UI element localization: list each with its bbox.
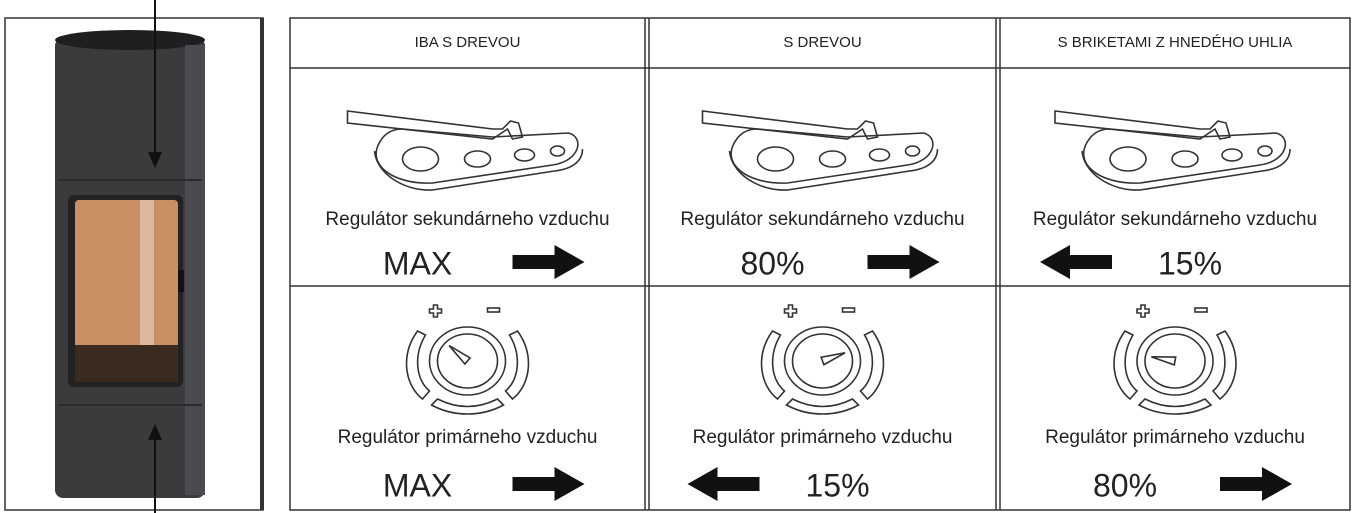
regulator-setting: MAX xyxy=(383,467,452,503)
dial-drawing xyxy=(405,304,530,415)
dial-arc xyxy=(504,329,530,401)
direction-arrow xyxy=(1040,245,1112,279)
settings-table: IBA S DREVOU Regulátor sekundárneho vzduc… xyxy=(289,17,1351,511)
firebox xyxy=(75,345,178,382)
direction-arrow xyxy=(1220,467,1292,501)
lever-drawing xyxy=(346,110,584,191)
column-header: IBA S DREVOU xyxy=(415,34,521,51)
plus-sign xyxy=(428,304,443,318)
dial-knob xyxy=(428,326,507,396)
direction-arrow xyxy=(512,245,585,279)
column-header: S DREVOU xyxy=(783,34,861,51)
lever-bar xyxy=(1054,110,1232,140)
lever-hole xyxy=(1221,148,1243,162)
lever-plate-edge xyxy=(728,148,939,191)
table-frame xyxy=(289,17,1351,511)
glass-reflection xyxy=(140,200,154,382)
lever-plate xyxy=(730,128,934,184)
stove-top xyxy=(55,30,205,50)
regulator-label: Regulátor sekundárneho vzduchu xyxy=(1033,209,1317,230)
lever-plate xyxy=(1083,128,1286,184)
stove-door-edge xyxy=(185,45,205,495)
dial-arc xyxy=(430,398,505,415)
lever-hole xyxy=(401,146,440,172)
lever-hole xyxy=(1257,145,1273,157)
plus-sign xyxy=(783,304,798,318)
lever-plate xyxy=(375,128,579,184)
lever-hole xyxy=(818,150,847,168)
dial-arc xyxy=(785,398,860,415)
dial-drawing xyxy=(1113,304,1237,415)
regulator-setting: 80% xyxy=(1093,467,1157,503)
plus-sign xyxy=(1136,304,1150,318)
lever-bar xyxy=(346,110,524,140)
dial-needle xyxy=(448,344,472,366)
regulator-label: Regulátor sekundárneho vzduchu xyxy=(325,209,609,230)
minus-sign xyxy=(841,307,856,313)
dial-arc xyxy=(1113,329,1139,401)
lever-hole xyxy=(463,150,492,168)
door-handle xyxy=(178,270,184,292)
regulator-label: Regulátor primárneho vzduchu xyxy=(338,427,598,448)
dial-arc xyxy=(405,329,431,401)
lever-hole xyxy=(1171,150,1199,168)
minus-sign xyxy=(1194,307,1208,313)
lever-hole xyxy=(549,145,566,157)
dial-knob-inner xyxy=(436,333,499,389)
lever-drawing xyxy=(701,110,939,191)
dial-needle xyxy=(820,352,846,366)
lever-hole xyxy=(513,148,536,162)
regulator-setting: 15% xyxy=(805,467,869,503)
direction-arrow xyxy=(687,467,760,501)
pointer-arrow-head xyxy=(148,424,162,440)
lever-drawing xyxy=(1054,110,1291,191)
dial-knob-inner xyxy=(791,333,854,389)
regulator-setting: MAX xyxy=(383,245,452,281)
regulator-setting: 15% xyxy=(1158,245,1222,281)
regulator-label: Regulátor primárneho vzduchu xyxy=(1045,427,1305,448)
dial-drawing xyxy=(760,304,885,415)
direction-arrow xyxy=(867,245,940,279)
direction-arrow xyxy=(512,467,585,501)
lever-hole xyxy=(1109,146,1147,172)
lever-plate-edge xyxy=(1081,148,1291,191)
dial-knob xyxy=(783,326,862,396)
lever-hole xyxy=(868,148,891,162)
dial-arc xyxy=(760,329,786,401)
regulator-label: Regulátor sekundárneho vzduchu xyxy=(680,209,964,230)
lever-bar xyxy=(701,110,879,140)
dial-arc xyxy=(1137,398,1213,415)
stove-panel xyxy=(4,0,264,513)
dial-knob-inner xyxy=(1144,333,1206,389)
lever-hole xyxy=(756,146,795,172)
dial-needle xyxy=(1151,356,1177,367)
regulator-setting: 80% xyxy=(740,245,804,281)
dial-arc xyxy=(859,329,885,401)
dial-knob xyxy=(1136,326,1214,396)
minus-sign xyxy=(486,307,501,313)
regulator-label: Regulátor primárneho vzduchu xyxy=(693,427,953,448)
column-header: S BRIKETAMI Z HNEDÉHO UHLIA xyxy=(1058,34,1293,51)
dial-arc xyxy=(1211,329,1237,401)
lever-plate-edge xyxy=(373,148,584,191)
lever-hole xyxy=(904,145,921,157)
pointer-arrow-head xyxy=(148,152,162,168)
